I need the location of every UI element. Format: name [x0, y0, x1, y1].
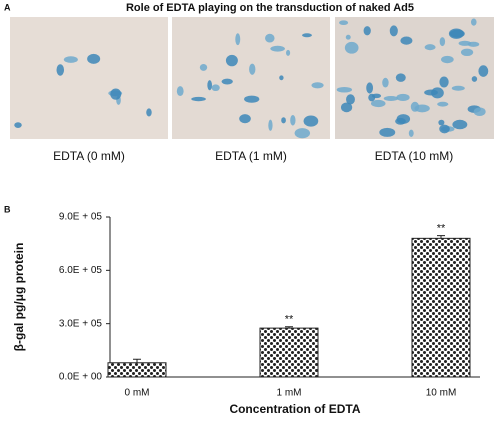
cell	[473, 107, 486, 116]
cell	[424, 89, 438, 96]
panel-label: B	[4, 204, 11, 214]
y-tick-label: 9.0E + 05	[59, 212, 103, 223]
cell	[270, 45, 285, 52]
cell	[268, 119, 273, 131]
panel-label: A	[4, 2, 11, 12]
cell	[221, 78, 233, 85]
cell	[439, 37, 446, 47]
x-tick-label: 10 mM	[426, 388, 457, 399]
cell	[395, 73, 406, 82]
cell	[239, 114, 251, 124]
micrographs	[10, 17, 494, 139]
cell	[396, 114, 411, 124]
cell	[14, 122, 22, 128]
cell	[478, 65, 489, 77]
cell	[470, 18, 477, 26]
cell	[340, 102, 353, 113]
cell	[363, 26, 371, 36]
cell	[400, 36, 413, 45]
micrograph	[172, 17, 330, 139]
cell	[146, 108, 152, 117]
cell	[344, 41, 359, 54]
cell	[225, 54, 238, 67]
bar	[107, 362, 167, 378]
cell	[302, 33, 312, 38]
cell	[471, 76, 478, 82]
cell	[449, 29, 465, 38]
cell	[346, 94, 355, 105]
cell	[249, 63, 256, 75]
cell	[441, 55, 454, 64]
x-axis-title: Concentration of EDTA	[229, 402, 360, 416]
cell	[383, 96, 399, 101]
cell	[199, 63, 208, 71]
cell	[265, 33, 275, 43]
cell	[290, 115, 296, 126]
cell	[366, 82, 374, 94]
cell	[439, 76, 449, 88]
cell	[244, 95, 260, 103]
cell	[396, 93, 410, 102]
error-bar	[437, 235, 445, 239]
cell	[439, 124, 450, 134]
cell	[451, 85, 465, 91]
caption: EDTA (10 mM)	[375, 149, 453, 163]
micrograph	[335, 17, 494, 139]
y-tick-label: 0.0E + 00	[59, 372, 103, 383]
cell	[438, 119, 445, 126]
cell	[176, 86, 184, 97]
error-bar	[285, 326, 293, 329]
y-tick-label: 3.0E + 05	[59, 318, 103, 329]
cell	[339, 20, 349, 26]
cell	[389, 25, 398, 37]
cell	[281, 117, 286, 124]
cell	[294, 128, 311, 139]
cell	[379, 127, 396, 137]
cell	[345, 34, 351, 40]
caption: EDTA (0 mM)	[53, 149, 125, 163]
cell	[191, 96, 206, 102]
cell	[458, 40, 472, 46]
cell	[437, 101, 449, 107]
cell	[368, 93, 376, 102]
panel-title: Role of EDTA playing on the transduction…	[126, 2, 414, 14]
cell	[370, 99, 386, 108]
caption: EDTA (1 mM)	[215, 149, 287, 163]
cell	[286, 49, 291, 56]
cell	[235, 33, 241, 46]
cell	[408, 129, 414, 137]
y-tick-label: 6.0E + 05	[59, 265, 103, 276]
cell	[56, 64, 65, 76]
cell	[460, 48, 474, 57]
cell	[207, 80, 212, 91]
cell	[303, 115, 319, 127]
cell	[311, 82, 324, 89]
cell	[382, 77, 389, 88]
cell	[87, 53, 101, 64]
cell	[424, 44, 436, 51]
cell	[336, 86, 353, 93]
error-bar	[133, 358, 141, 363]
x-tick-label: 1 mM	[277, 388, 302, 399]
significance: **	[437, 223, 446, 235]
cell	[110, 88, 122, 100]
cell	[452, 119, 468, 130]
cell	[63, 56, 78, 63]
x-tick-label: 0 mM	[125, 388, 150, 399]
significance: **	[285, 314, 294, 326]
micrograph	[10, 17, 168, 139]
cell	[211, 84, 220, 92]
bar	[411, 237, 471, 378]
bar	[259, 327, 319, 378]
cell	[410, 101, 420, 112]
y-axis-title: β-gal pg/μg protein	[12, 243, 26, 352]
cell	[279, 75, 284, 81]
